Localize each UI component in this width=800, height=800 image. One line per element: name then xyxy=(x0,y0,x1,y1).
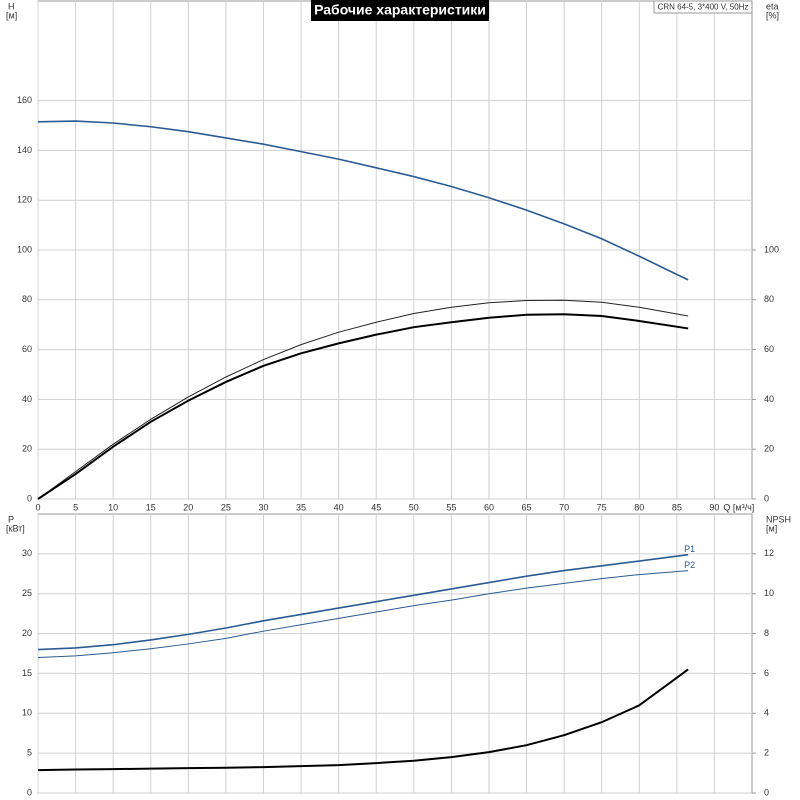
y2-tick-label: 12 xyxy=(764,548,774,558)
y2-tick-label: 10 xyxy=(764,588,774,598)
y2-tick-label: 20 xyxy=(764,444,774,454)
y-tick-label: 60 xyxy=(22,344,32,354)
x-tick-label: 75 xyxy=(597,502,607,512)
y2-tick-label: 80 xyxy=(764,294,774,304)
x-tick-label: 50 xyxy=(409,502,419,512)
y-tick-label: 140 xyxy=(17,145,32,155)
series-line xyxy=(37,299,689,500)
y-axis-label: H xyxy=(8,1,15,11)
y2-tick-label: 0 xyxy=(764,493,769,503)
x-tick-label: 80 xyxy=(634,502,644,512)
y-tick-label: 20 xyxy=(22,628,32,638)
x-tick-label: 45 xyxy=(371,502,381,512)
series-label: P2 xyxy=(684,560,695,570)
y-tick-label: 120 xyxy=(17,195,32,205)
x-tick-label: 60 xyxy=(484,502,494,512)
x-tick-label: 15 xyxy=(146,502,156,512)
y-axis-unit: [кВт] xyxy=(6,523,25,533)
x-tick-label: 25 xyxy=(221,502,231,512)
title-box xyxy=(311,0,489,21)
y-tick-label: 10 xyxy=(22,708,32,718)
x-tick-label: 85 xyxy=(672,502,682,512)
y2-axis-unit: [%] xyxy=(766,10,779,20)
y2-tick-label: 2 xyxy=(764,748,769,758)
y2-tick-label: 100 xyxy=(764,244,779,254)
x-tick-label: 5 xyxy=(73,502,78,512)
series-label: P1 xyxy=(684,544,695,554)
y2-tick-label: 40 xyxy=(764,394,774,404)
x-tick-label: 20 xyxy=(183,502,193,512)
y-axis-unit: [м] xyxy=(6,10,17,20)
x-tick-label: 10 xyxy=(108,502,118,512)
y-tick-label: 20 xyxy=(22,444,32,454)
chart-title: Рабочие характеристики xyxy=(314,2,486,18)
y-tick-label: 0 xyxy=(27,787,32,797)
plot-area xyxy=(37,513,753,794)
x-tick-label: 65 xyxy=(522,502,532,512)
annotation-box xyxy=(653,0,753,14)
x-tick-label: 90 xyxy=(709,502,719,512)
series-line xyxy=(37,120,689,281)
y-tick-label: 30 xyxy=(22,548,32,558)
x-tick-label: 55 xyxy=(446,502,456,512)
x-tick-label: 0 xyxy=(35,502,40,512)
series-line xyxy=(37,313,689,500)
y-tick-label: 160 xyxy=(17,95,32,105)
y2-tick-label: 0 xyxy=(764,787,769,797)
y2-tick-label: 6 xyxy=(764,668,769,678)
y-tick-label: 100 xyxy=(17,244,32,254)
y-tick-label: 80 xyxy=(22,294,32,304)
y2-axis-unit: [м] xyxy=(766,523,777,533)
x-tick-label: 30 xyxy=(258,502,268,512)
x-tick-label: 40 xyxy=(334,502,344,512)
x-axis-label: Q [м³/ч] xyxy=(723,502,754,512)
x-tick-label: 70 xyxy=(559,502,569,512)
annotation: CRN 64-5, 3*400 V, 50Hz xyxy=(658,3,749,12)
y2-tick-label: 60 xyxy=(764,344,774,354)
series-line xyxy=(37,570,689,658)
series-line xyxy=(37,668,689,772)
y2-tick-label: 4 xyxy=(764,708,769,718)
y-tick-label: 15 xyxy=(22,668,32,678)
y-tick-label: 40 xyxy=(22,394,32,404)
y-tick-label: 0 xyxy=(27,493,32,503)
y2-axis-label: NPSH xyxy=(766,514,791,524)
series-line xyxy=(37,553,689,651)
y-axis-label: P xyxy=(8,514,14,524)
y-tick-label: 25 xyxy=(22,588,32,598)
y2-tick-label: 8 xyxy=(764,628,769,638)
x-tick-label: 35 xyxy=(296,502,306,512)
y-tick-label: 5 xyxy=(27,748,32,758)
y2-axis-label: eta xyxy=(766,1,779,11)
